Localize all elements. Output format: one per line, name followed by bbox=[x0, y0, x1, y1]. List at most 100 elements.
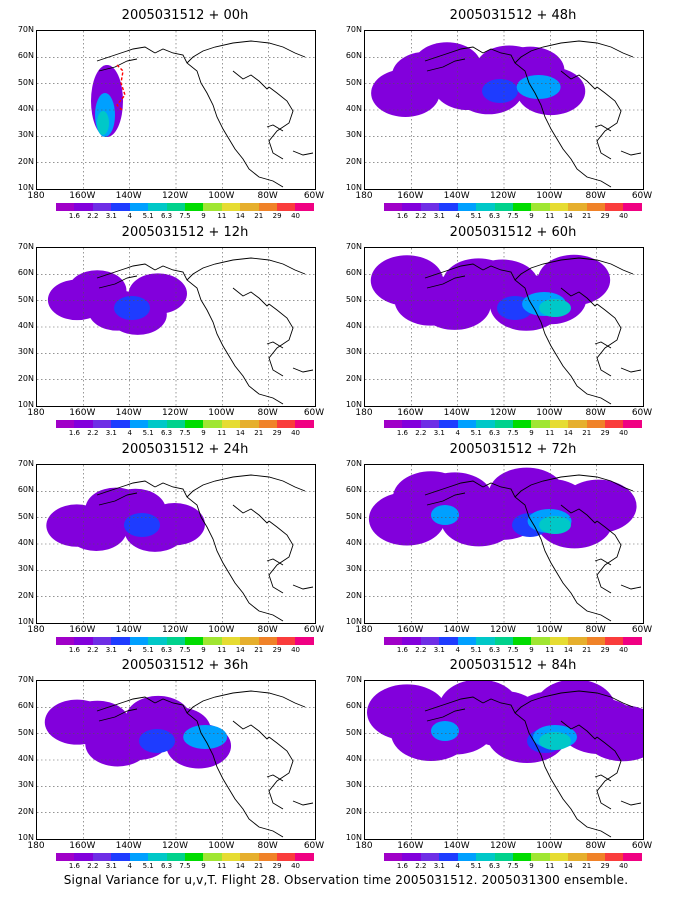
colorbar-swatch bbox=[92, 853, 112, 861]
variance-map bbox=[365, 248, 643, 406]
latitude-label: 70N bbox=[17, 242, 34, 251]
colorbar-swatch bbox=[476, 853, 495, 861]
colorbar-swatch bbox=[221, 637, 241, 645]
longitude-label: 180 bbox=[27, 625, 45, 635]
latitude-label: 20N bbox=[345, 373, 362, 383]
colorbar-swatch bbox=[129, 420, 149, 428]
longitude-label: 180 bbox=[27, 841, 45, 851]
map-area bbox=[36, 247, 316, 407]
colorbar-swatch bbox=[148, 853, 167, 861]
colorbar-swatch bbox=[402, 853, 421, 861]
colorbar-label: 5.1 bbox=[142, 646, 154, 654]
longitude-label: 160W bbox=[69, 408, 96, 418]
longitude-label: 80W bbox=[257, 841, 278, 851]
colorbar-label: 40 bbox=[619, 429, 629, 437]
variance-contour bbox=[539, 732, 571, 750]
coastline bbox=[154, 474, 314, 622]
colorbar-swatch bbox=[258, 853, 278, 861]
colorbar-label: 40 bbox=[291, 862, 301, 870]
longitude-label: 160W bbox=[397, 408, 424, 418]
colorbar-label: 1.6 bbox=[396, 212, 408, 220]
colorbar-swatch bbox=[203, 637, 222, 645]
colorbar-label: 4 bbox=[455, 212, 460, 220]
colorbar-label: 21 bbox=[582, 429, 592, 437]
colorbar-swatch bbox=[221, 853, 241, 861]
colorbar-swatch bbox=[166, 853, 185, 861]
colorbar-label: 5.1 bbox=[142, 212, 154, 220]
colorbar-label: 14 bbox=[563, 429, 573, 437]
longitude-label: 60W bbox=[303, 625, 325, 635]
longitude-label: 120W bbox=[489, 408, 517, 418]
colorbar-swatch bbox=[549, 420, 569, 428]
latitude-label: 20N bbox=[345, 590, 362, 600]
colorbar-swatch bbox=[184, 420, 204, 428]
latitude-label: 10N bbox=[345, 183, 362, 192]
colorbar bbox=[384, 853, 642, 861]
latitude-label: 30N bbox=[17, 780, 34, 790]
colorbar-label: 3.1 bbox=[433, 862, 445, 870]
colorbar-swatch bbox=[586, 853, 606, 861]
colorbar-label: 4 bbox=[127, 862, 132, 870]
variance-contour bbox=[431, 505, 459, 525]
colorbar-label: 9 bbox=[201, 862, 206, 870]
colorbar-swatch bbox=[623, 203, 642, 211]
colorbar-label: 9 bbox=[529, 862, 534, 870]
latitude-label: 10N bbox=[345, 617, 362, 626]
map-area bbox=[364, 680, 644, 840]
coastline bbox=[96, 480, 156, 506]
colorbar-swatch bbox=[240, 637, 259, 645]
latitude-label: 70N bbox=[17, 459, 34, 468]
colorbar-swatch bbox=[277, 203, 296, 211]
latitude-label: 10N bbox=[345, 400, 362, 409]
coastline bbox=[424, 263, 484, 289]
colorbar-label: 4 bbox=[455, 646, 460, 654]
variance-map bbox=[37, 465, 315, 623]
latitude-label: 60N bbox=[345, 485, 362, 495]
longitude-label: 160W bbox=[397, 841, 424, 851]
colorbar-swatch bbox=[531, 853, 550, 861]
colorbar-label: 7.5 bbox=[507, 646, 519, 654]
longitude-label: 100W bbox=[536, 841, 563, 851]
longitude-label: 100W bbox=[208, 408, 235, 418]
colorbar-swatch bbox=[384, 203, 403, 211]
colorbar-label: 14 bbox=[563, 212, 573, 220]
map-panel-00h: 2005031512 + 00h 70N 60N 50N 40N 30N 20N 10N 180… bbox=[18, 8, 350, 220]
longitude-label: 120W bbox=[161, 625, 189, 635]
colorbar-swatch bbox=[605, 853, 624, 861]
colorbar-label: 1.6 bbox=[68, 646, 80, 654]
colorbar-swatch bbox=[166, 637, 185, 645]
latitude-label: 10N bbox=[17, 183, 34, 192]
variance-contour bbox=[539, 516, 571, 534]
coastline bbox=[482, 474, 642, 622]
colorbar-label: 6.3 bbox=[160, 429, 173, 437]
colorbar-label: 40 bbox=[619, 646, 629, 654]
latitude-label: 40N bbox=[17, 321, 34, 330]
variance-map bbox=[37, 31, 315, 189]
colorbar-label: 11 bbox=[217, 429, 227, 437]
longitude-label: 140W bbox=[443, 408, 470, 418]
colorbar-swatch bbox=[111, 203, 130, 211]
longitude-label: 180 bbox=[355, 625, 373, 635]
colorbar-swatch bbox=[184, 203, 204, 211]
longitude-label: 60W bbox=[303, 841, 325, 851]
latitude-label: 60N bbox=[345, 51, 362, 61]
colorbar-label: 29 bbox=[272, 212, 282, 220]
longitude-label: 80W bbox=[257, 408, 278, 418]
longitude-label: 140W bbox=[115, 841, 142, 851]
colorbar-swatch bbox=[623, 853, 642, 861]
colorbar-label: 3.1 bbox=[105, 429, 117, 437]
colorbar-label: 9 bbox=[201, 646, 206, 654]
longitude-label: 140W bbox=[115, 408, 142, 418]
colorbar-label: 4 bbox=[127, 212, 132, 220]
colorbar-label: 9 bbox=[201, 429, 206, 437]
colorbar-label: 11 bbox=[217, 862, 227, 870]
longitude-label: 60W bbox=[303, 408, 325, 418]
colorbar-swatch bbox=[56, 203, 75, 211]
colorbar-label: 40 bbox=[619, 212, 629, 220]
colorbar-swatch bbox=[605, 420, 624, 428]
longitude-label: 100W bbox=[208, 841, 235, 851]
latitude-label: 50N bbox=[17, 294, 34, 304]
colorbar-label: 14 bbox=[235, 646, 245, 654]
panel-title: 2005031512 + 12h bbox=[121, 225, 249, 240]
latitude-label: 60N bbox=[17, 485, 34, 495]
